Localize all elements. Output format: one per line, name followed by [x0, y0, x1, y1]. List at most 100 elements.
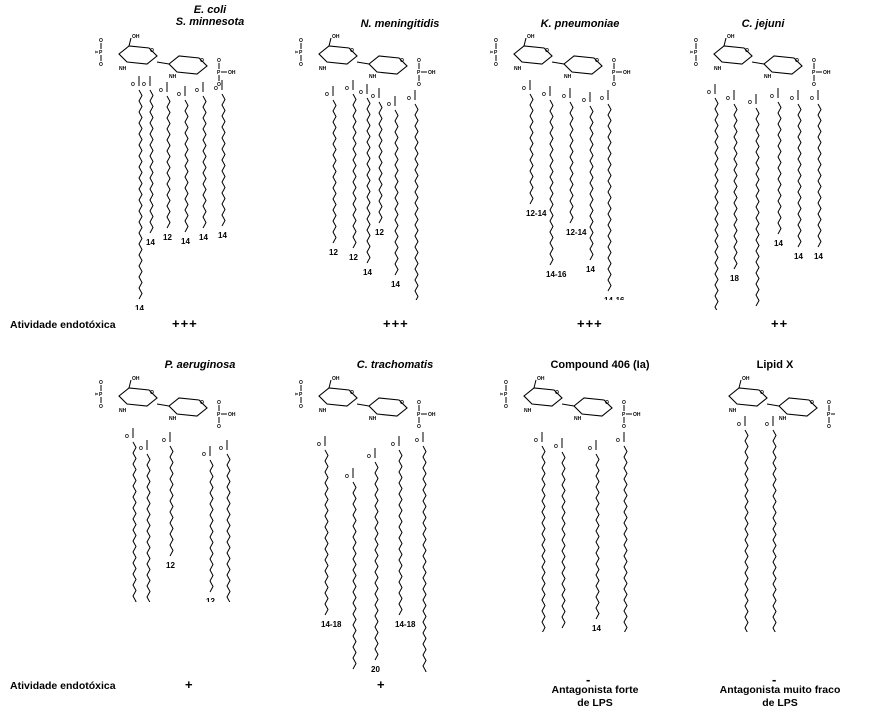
ring-oxygen-label: O [595, 58, 599, 64]
ring-oxygen-label: O [745, 48, 749, 54]
sugar-ring [118, 387, 158, 407]
hydroxyl-label: OH [490, 50, 491, 56]
acyl-chain [595, 453, 600, 620]
oxygen-label: O [504, 404, 508, 410]
chain-length-label: 14 [774, 239, 783, 248]
structure-lipx: OOOHPOHOONHNHO14O14 [728, 376, 835, 632]
chain-length-label: 14-18 [395, 620, 416, 629]
carbonyl-label: O [600, 96, 604, 102]
chain-length-label: 14-18 [321, 620, 342, 629]
acyl-chain [374, 461, 379, 661]
chain-length-label: 12 [163, 233, 172, 242]
hydroxyl-label: OH [132, 376, 140, 382]
acyl-chain [332, 99, 337, 244]
sugar-ring [713, 45, 753, 65]
phosphate-label: P [694, 50, 698, 56]
chain-length-label: 14 [586, 265, 595, 274]
carbonyl-label: O [195, 88, 199, 94]
sugar-ring [318, 45, 358, 65]
chain-length-label: 14 [363, 268, 372, 277]
acyl-chain [209, 459, 214, 593]
bond-line [128, 379, 132, 389]
carbonyl-label: O [582, 98, 586, 104]
carbonyl-label: O [391, 442, 395, 448]
sugar-ring [763, 55, 803, 75]
amide-label: NH [119, 66, 127, 72]
oxygen-label: O [827, 424, 831, 430]
ring-oxygen-label: O [350, 390, 354, 396]
oxygen-label: O [99, 38, 103, 44]
carbonyl-label: O [407, 96, 411, 102]
carbonyl-label: O [325, 92, 329, 98]
carbonyl-label: O [345, 474, 349, 480]
hydroxyl-label: OH [332, 376, 340, 382]
acyl-chain [755, 107, 760, 307]
bond-line [551, 61, 565, 65]
carbonyl-label: O [790, 96, 794, 102]
amide-label: NH [779, 416, 787, 422]
bond-line [328, 37, 332, 47]
structure-ctra: OOOHPOHOOPOHOONHNHO14-18O18-21O20O14-18O… [295, 376, 436, 672]
carbonyl-label: O [765, 422, 769, 428]
ring-oxygen-label: O [150, 390, 154, 396]
structure-kpn: OOOHPOHOOPOHOONHNHO12-14O14-16O12-14O14O… [490, 34, 631, 300]
oxygen-label: O [694, 38, 698, 44]
sugar-ring [573, 397, 613, 417]
carbonyl-label: O [562, 94, 566, 100]
chain-length-label: 14 [794, 252, 803, 261]
carbonyl-label: O [177, 92, 181, 98]
chain-length-label: 14 [218, 231, 227, 240]
oxygen-label: O [504, 380, 508, 386]
amide-label: NH [764, 74, 772, 80]
acyl-chain [623, 445, 628, 632]
ring-oxygen-label: O [200, 400, 204, 406]
carbonyl-label: O [726, 96, 730, 102]
chain-length-label: 14-16 [546, 270, 567, 279]
carbonyl-label: O [317, 442, 321, 448]
title-paer: P. aeruginosa [164, 359, 236, 371]
carbonyl-label: O [142, 82, 146, 88]
activity-lipx: - [772, 672, 778, 687]
bond-line [561, 403, 575, 407]
acyl-chain [366, 97, 371, 264]
carbonyl-label: O [159, 88, 163, 94]
oxygen-label: O [417, 400, 421, 406]
oxygen-label: O [417, 82, 421, 88]
carbonyl-label: O [359, 90, 363, 96]
amide-label: NH [319, 66, 327, 72]
oxygen-label: O [99, 62, 103, 68]
ring-oxygen-label: O [555, 390, 559, 396]
ring-oxygen-label: O [810, 400, 814, 406]
oxygen-label: O [217, 400, 221, 406]
carbonyl-label: O [554, 444, 558, 450]
chain-length-label: 14 [146, 238, 155, 247]
acyl-chain [146, 453, 151, 602]
carbonyl-label: O [371, 94, 375, 100]
oxygen-label: O [217, 58, 221, 64]
carbonyl-label: O [616, 438, 620, 444]
chain-length-label: 12-14 [566, 228, 587, 237]
oxygen-label: O [622, 424, 626, 430]
acyl-chain [202, 95, 207, 229]
title-ecoli: E. coli S. minnesota [175, 4, 245, 28]
bond-line [128, 37, 132, 47]
bond-line [356, 403, 370, 407]
amide-label: NH [514, 66, 522, 72]
sugar-ring [168, 55, 208, 75]
phosphate-label: P [99, 392, 103, 398]
sugar-ring [728, 387, 768, 407]
title-ctra: C. trachomatis [356, 359, 434, 371]
carbonyl-label: O [707, 90, 711, 96]
carbonyl-label: O [542, 92, 546, 98]
carbonyl-label: O [162, 438, 166, 444]
amide-label: NH [524, 408, 532, 414]
sugar-ring [368, 55, 408, 75]
phosphate-label: P [622, 412, 626, 418]
oxygen-label: O [299, 380, 303, 386]
hydroxyl-label: OH [295, 392, 296, 398]
sugar-ring [513, 45, 553, 65]
chain-length-label: 14 [135, 304, 144, 310]
title-kpn: K. pneumoniae [540, 18, 620, 30]
ring-oxygen-label: O [795, 58, 799, 64]
chain-length-label: 12 [349, 253, 358, 262]
